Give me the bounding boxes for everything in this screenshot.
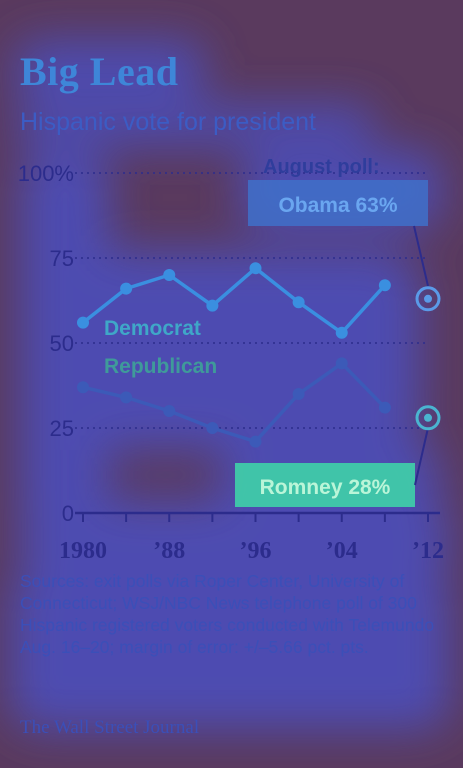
- data-point: [335, 326, 348, 339]
- data-point: [378, 279, 391, 292]
- x-tick-label: ’96: [240, 538, 272, 564]
- series-line-republican: [82, 361, 387, 444]
- data-point: [206, 299, 219, 312]
- series-line-democrat: [81, 265, 387, 336]
- series-label-democrat: Democrat: [104, 317, 201, 340]
- sources-note: Sources: exit polls via Roper Center, Un…: [20, 571, 435, 657]
- chart-title: Big Lead: [20, 49, 179, 94]
- obama-leader-line: [413, 225, 429, 287]
- data-point: [163, 405, 176, 417]
- data-point: [206, 422, 219, 434]
- data-point: [77, 316, 89, 329]
- data-point: [77, 381, 89, 394]
- y-tick-label: 75: [50, 246, 74, 271]
- x-tick-label: ’12: [412, 538, 444, 564]
- y-tick-label: 0: [62, 501, 74, 526]
- x-tick-label: ’88: [153, 538, 185, 564]
- data-point: [335, 357, 348, 370]
- poll-header: August poll:: [263, 156, 380, 178]
- romney-poll-marker: [415, 405, 441, 431]
- obama-poll-dot: [424, 294, 432, 303]
- y-tick-label: 100%: [18, 161, 74, 186]
- romney-poll-dot: [424, 413, 432, 422]
- obama-callout-label: Obama 63%: [278, 194, 397, 217]
- romney-callout-box: [235, 463, 415, 507]
- obama-poll-marker: [415, 286, 441, 312]
- data-point: [292, 388, 305, 400]
- data-point: [120, 391, 133, 404]
- obama-callout-box: [248, 180, 428, 226]
- credit-line: The Wall Street Journal: [20, 717, 200, 738]
- y-tick-label: 50: [50, 331, 74, 356]
- data-point: [378, 401, 391, 414]
- romney-callout-label: Romney 28%: [260, 476, 391, 499]
- y-tick-label: 25: [50, 416, 74, 441]
- x-tick-label: 1980: [59, 538, 107, 564]
- romney-leader-line: [414, 427, 429, 486]
- data-point: [120, 282, 133, 295]
- data-point: [292, 296, 305, 309]
- data-point: [163, 269, 176, 281]
- x-tick-label: ’04: [326, 538, 358, 564]
- data-point: [249, 435, 262, 448]
- data-point: [249, 262, 262, 275]
- chart-subtitle: Hispanic vote for president: [20, 108, 316, 136]
- series-label-republican: Republican: [104, 355, 217, 378]
